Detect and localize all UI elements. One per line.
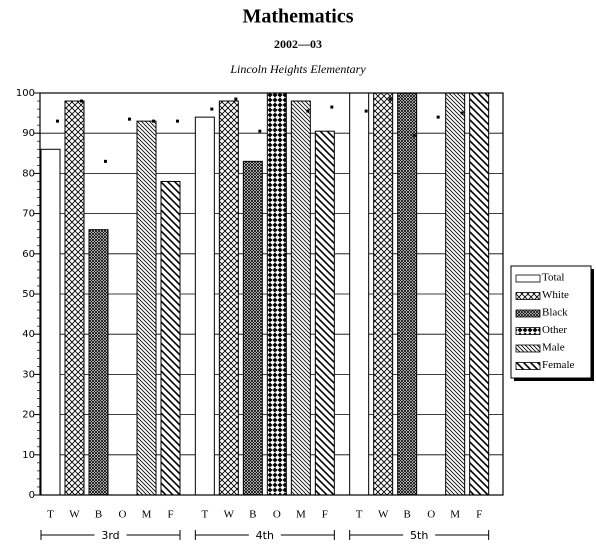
comparison-marker bbox=[210, 107, 214, 111]
comparison-marker bbox=[436, 115, 440, 119]
group-label: 5th bbox=[410, 529, 428, 542]
legend-swatch bbox=[515, 327, 541, 335]
bar-label: F bbox=[476, 509, 482, 521]
comparison-marker bbox=[388, 97, 392, 101]
bar bbox=[373, 92, 394, 496]
comparison-marker bbox=[56, 119, 59, 123]
chart-title: Mathematics bbox=[242, 6, 353, 28]
comparison-marker bbox=[306, 109, 310, 113]
legend-label: Total bbox=[542, 272, 564, 284]
bar bbox=[218, 100, 239, 496]
bar-label: B bbox=[95, 509, 102, 521]
bar-label: M bbox=[142, 509, 152, 521]
group-label: 3rd bbox=[101, 529, 119, 542]
bar bbox=[469, 92, 490, 496]
bar-label: W bbox=[224, 509, 235, 521]
bar-label: O bbox=[119, 509, 127, 521]
comparison-marker bbox=[258, 129, 262, 133]
y-tick-label: 90 bbox=[22, 128, 35, 139]
bar bbox=[88, 229, 109, 496]
bar bbox=[64, 100, 85, 496]
legend-box bbox=[510, 265, 592, 379]
legend-swatch bbox=[515, 362, 541, 370]
bar-label: T bbox=[47, 509, 54, 521]
chart-subtitle: 2002—03 bbox=[274, 37, 322, 51]
bar bbox=[445, 92, 466, 496]
bar bbox=[194, 116, 215, 496]
legend-label: Female bbox=[542, 359, 574, 371]
bar bbox=[290, 100, 311, 496]
comparison-marker bbox=[80, 99, 83, 103]
comparison-marker bbox=[364, 109, 368, 113]
bar-label: B bbox=[403, 509, 410, 521]
y-tick-label: 60 bbox=[22, 249, 35, 260]
comparison-marker bbox=[234, 97, 238, 101]
legend-label: Male bbox=[542, 342, 565, 354]
comparison-marker bbox=[412, 133, 416, 137]
legend-label: Other bbox=[542, 324, 567, 336]
bar-label: B bbox=[249, 509, 256, 521]
legend-swatch bbox=[515, 292, 541, 300]
y-tick-label: 40 bbox=[22, 329, 35, 340]
bar bbox=[266, 92, 287, 496]
plot-frame bbox=[39, 92, 504, 496]
y-tick-label: 50 bbox=[22, 289, 35, 300]
bar bbox=[397, 92, 418, 496]
bar-label: W bbox=[69, 509, 80, 521]
bar bbox=[242, 160, 263, 496]
bar-label: W bbox=[378, 509, 389, 521]
comparison-marker bbox=[176, 119, 179, 123]
legend-swatch bbox=[515, 274, 541, 283]
bar bbox=[136, 120, 157, 496]
y-tick-label: 0 bbox=[29, 490, 35, 501]
bar-label: O bbox=[427, 509, 435, 521]
y-tick-label: 100 bbox=[16, 88, 35, 99]
bar-label: M bbox=[296, 509, 306, 521]
bar-label: O bbox=[273, 509, 281, 521]
comparison-marker bbox=[330, 105, 334, 109]
bar bbox=[160, 180, 181, 496]
y-tick-label: 20 bbox=[22, 410, 35, 421]
legend-swatch bbox=[515, 309, 541, 318]
comparison-marker bbox=[128, 117, 131, 121]
comparison-marker bbox=[104, 159, 107, 163]
comparison-marker bbox=[152, 119, 155, 123]
school-name: Lincoln Heights Elementary bbox=[229, 62, 366, 76]
comparison-marker bbox=[460, 111, 464, 115]
legend-label: Black bbox=[542, 307, 568, 319]
bar-label: F bbox=[322, 509, 328, 521]
bar-label: T bbox=[201, 509, 208, 521]
legend-label: White bbox=[542, 289, 569, 301]
bar-label: F bbox=[167, 509, 173, 521]
group-label: 4th bbox=[256, 529, 274, 542]
y-tick-label: 10 bbox=[22, 450, 35, 461]
y-tick-label: 80 bbox=[22, 168, 35, 179]
bar bbox=[40, 148, 61, 496]
y-tick-label: 70 bbox=[22, 209, 35, 220]
legend-swatch bbox=[515, 344, 541, 353]
bar-label: T bbox=[356, 509, 363, 521]
bar bbox=[314, 130, 335, 496]
y-tick-label: 30 bbox=[22, 369, 35, 380]
bar-label: M bbox=[450, 509, 460, 521]
bar bbox=[349, 92, 370, 496]
